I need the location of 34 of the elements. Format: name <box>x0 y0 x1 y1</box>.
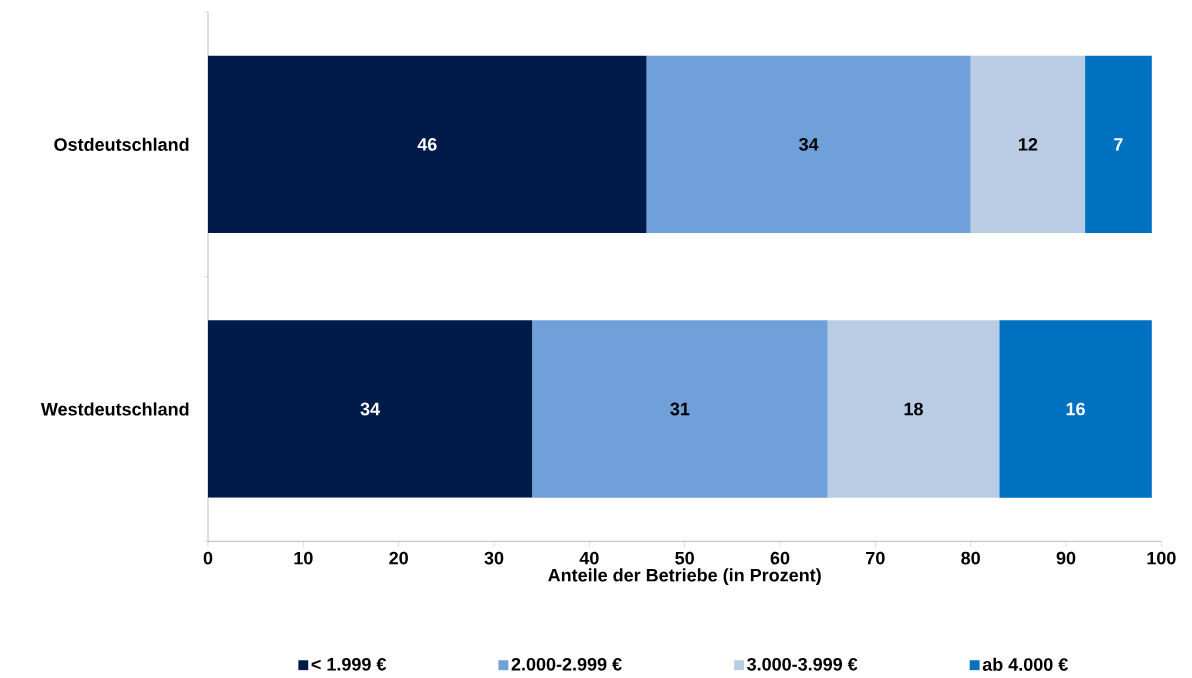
x-tick-label: 50 <box>675 551 694 565</box>
data-label: 46 <box>417 137 437 151</box>
legend-label: 2.000-2.999 € <box>511 657 622 671</box>
bar <box>1085 55 1152 233</box>
x-tick-label: 20 <box>389 551 408 565</box>
data-label: 18 <box>904 402 923 416</box>
x-tick-label: 70 <box>866 551 885 565</box>
data-label: 34 <box>360 402 380 416</box>
data-label: 31 <box>670 402 690 416</box>
legend-label: ab 4.000 € <box>982 657 1068 671</box>
data-label: 7 <box>1114 138 1123 151</box>
data-label: 16 <box>1066 402 1085 416</box>
x-tick-label: 100 <box>1147 551 1176 565</box>
bar <box>999 320 1152 498</box>
bar <box>208 320 533 498</box>
x-axis-title: Anteile der Betriebe (in Prozent) <box>548 568 821 586</box>
x-tick-label: 60 <box>770 551 790 565</box>
legend-label: 3.000-3.999 € <box>747 657 858 671</box>
y-tick-label: Ostdeutschland <box>54 137 189 151</box>
data-label: 34 <box>799 137 819 151</box>
x-tick-label: 0 <box>203 551 213 565</box>
x-tick-label: 10 <box>294 551 313 565</box>
x-tick-label: 80 <box>961 551 980 565</box>
y-tick-label: Westdeutschland <box>40 402 189 416</box>
bar <box>646 55 971 233</box>
x-tick-label: 90 <box>1056 551 1076 565</box>
legend-label: < 1.999 € <box>311 657 387 671</box>
bar <box>532 320 828 498</box>
bar <box>970 55 1086 233</box>
data-label: 12 <box>1018 138 1038 151</box>
bar <box>827 320 1000 498</box>
bar <box>208 55 647 233</box>
x-tick-label: 40 <box>579 551 599 565</box>
x-tick-label: 30 <box>484 551 504 565</box>
